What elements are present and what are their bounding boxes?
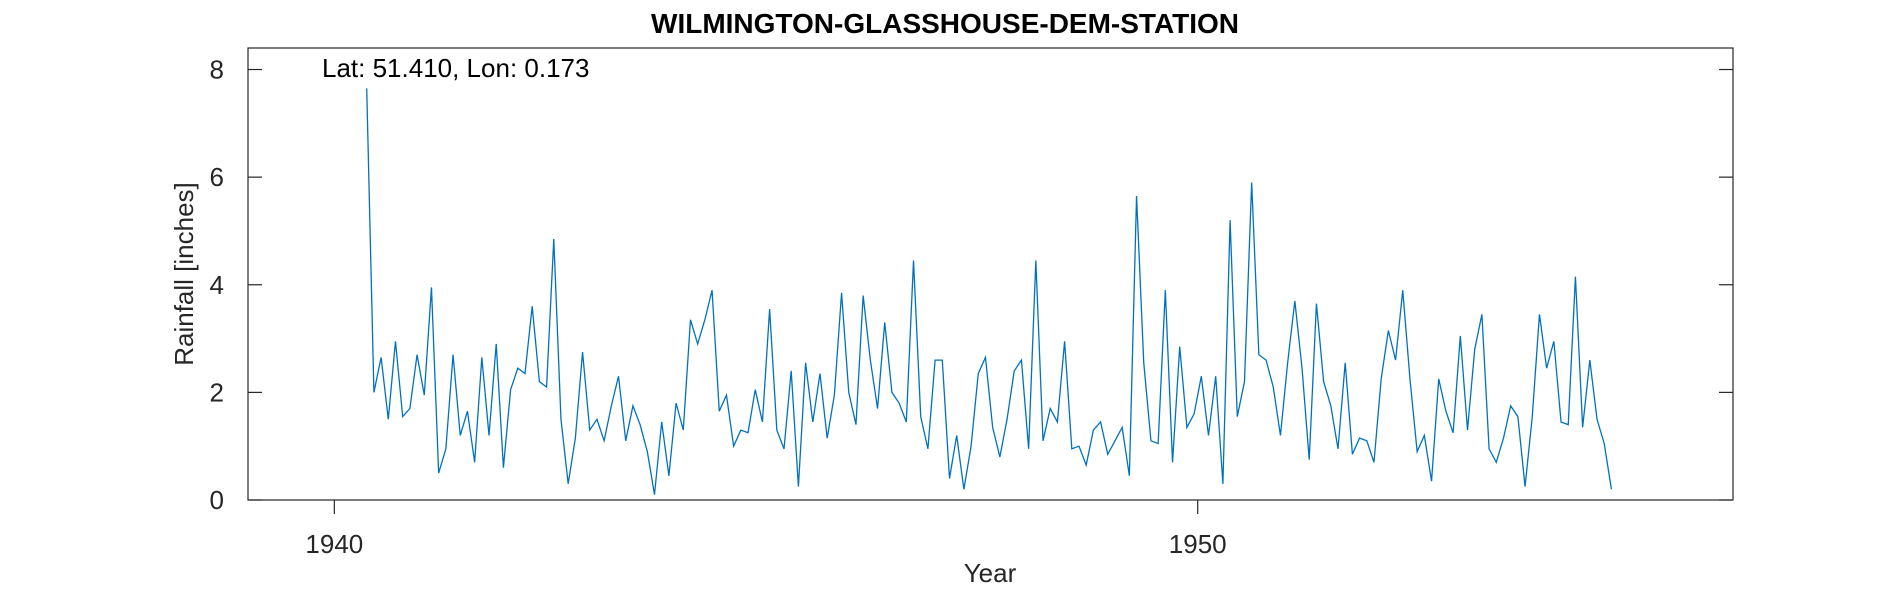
- y-tick-label: 6: [210, 162, 224, 192]
- y-tick-label: 0: [210, 485, 224, 515]
- y-tick-label: 4: [210, 270, 224, 300]
- y-tick-label: 8: [210, 55, 224, 85]
- y-axis-label: Rainfall [inches]: [169, 182, 199, 366]
- series-group: [366, 88, 1613, 495]
- x-tick-label: 1940: [305, 529, 363, 559]
- y-axis-ticks: 0 2 4 6 8: [210, 55, 1733, 515]
- location-annotation: Lat: 51.410, Lon: 0.173: [322, 53, 589, 83]
- chart-title: WILMINGTON-GLASSHOUSE-DEM-STATION: [651, 8, 1239, 39]
- x-axis-label: Year: [964, 558, 1017, 588]
- rainfall-series-line: [366, 88, 1613, 495]
- y-tick-label: 2: [210, 377, 224, 407]
- x-axis-ticks: 1940 1950: [305, 500, 1227, 559]
- plot-area-frame: [247, 47, 1734, 501]
- x-tick-label: 1950: [1169, 529, 1227, 559]
